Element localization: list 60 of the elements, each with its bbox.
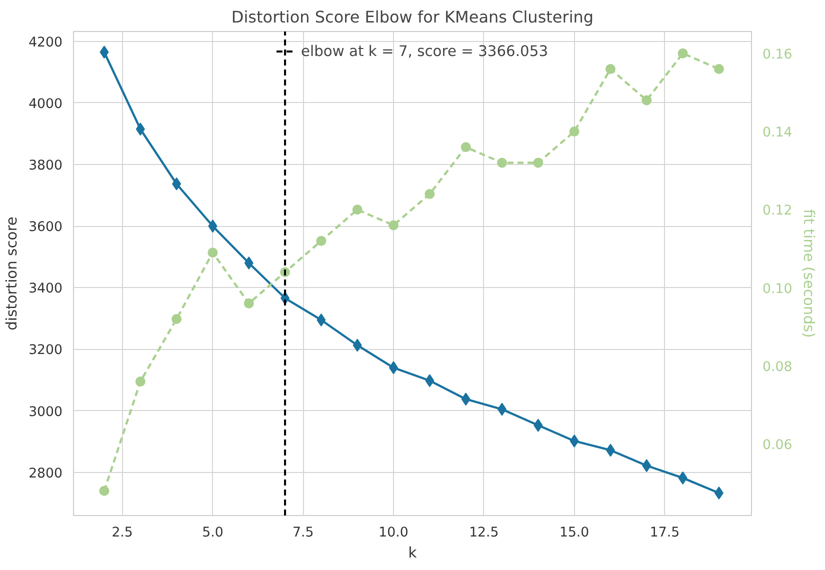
point — [642, 95, 652, 106]
point — [533, 158, 544, 168]
point — [352, 204, 362, 215]
point — [678, 48, 688, 58]
y2-tick-label: 0.10 — [762, 282, 792, 297]
point — [642, 459, 652, 472]
point — [172, 314, 182, 324]
y-tick-label: 3600 — [28, 220, 63, 236]
point — [316, 236, 326, 246]
point — [425, 374, 434, 388]
point — [100, 46, 109, 59]
y-tick-label: 4200 — [28, 35, 63, 50]
y2-tick-label: 0.12 — [762, 204, 792, 219]
y-tick-label: 4000 — [28, 96, 63, 112]
point — [605, 64, 616, 74]
point — [208, 220, 218, 233]
x-tick-label: 17.5 — [650, 526, 680, 540]
y2-tick-label: 0.06 — [762, 438, 792, 454]
point — [569, 126, 580, 136]
point — [424, 189, 435, 199]
x-tick-label: 5.0 — [202, 526, 224, 540]
x-tick-label: 15.0 — [559, 526, 590, 540]
point — [316, 313, 326, 326]
point — [714, 486, 724, 500]
point — [208, 248, 218, 258]
point — [388, 220, 399, 230]
point — [461, 392, 470, 406]
chart-title: Distortion Score Elbow for KMeans Clustering — [231, 8, 594, 26]
point — [460, 142, 471, 152]
y2-axis-title: fit time (seconds) — [800, 209, 818, 338]
x-tick-label: 12.5 — [469, 526, 499, 540]
y-tick-label: 2800 — [28, 466, 63, 482]
point — [136, 122, 145, 136]
point — [496, 158, 507, 168]
y-tick-label: 3200 — [28, 343, 63, 358]
point — [606, 444, 615, 457]
y2-tick-label: 0.08 — [762, 360, 792, 375]
point — [244, 298, 254, 308]
y-tick-label: 3800 — [28, 158, 63, 174]
point — [172, 177, 182, 190]
point — [99, 486, 110, 496]
y2-tick-label: 0.16 — [762, 47, 792, 62]
x-axis-title: k — [408, 544, 418, 562]
y-axis-title: distortion score — [4, 216, 21, 330]
y-tick-label: 3000 — [28, 404, 63, 420]
ref-line-label: elbow at k = 7, score = 3366.053 — [300, 42, 548, 60]
point — [570, 434, 579, 448]
point — [714, 64, 724, 74]
x-tick-label: 10.0 — [378, 526, 408, 540]
point — [389, 361, 398, 374]
point — [135, 376, 146, 386]
y-tick-label: 3400 — [28, 282, 63, 297]
point — [497, 402, 506, 416]
point — [678, 471, 688, 484]
x-tick-label: 7.5 — [292, 526, 314, 540]
y2-tick-label: 0.14 — [762, 126, 792, 141]
point — [244, 256, 254, 270]
point — [534, 418, 543, 432]
point — [352, 338, 362, 352]
x-tick-label: 2.5 — [112, 526, 133, 540]
